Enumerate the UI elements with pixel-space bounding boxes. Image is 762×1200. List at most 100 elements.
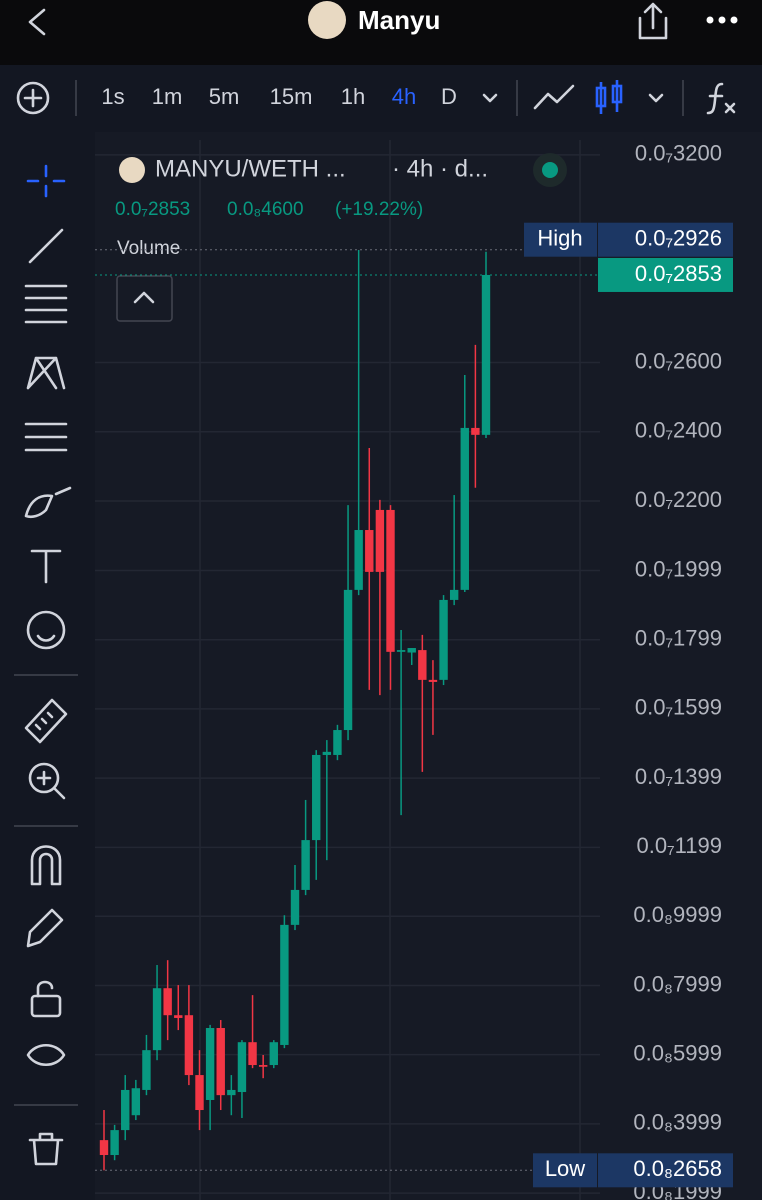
- y-tick-label: 0.0₇1999: [635, 556, 722, 581]
- line-style-button[interactable]: [533, 84, 575, 110]
- zoom-tool[interactable]: [28, 762, 66, 800]
- interval-button[interactable]: 1m: [152, 84, 183, 109]
- candle-body: [174, 1015, 183, 1018]
- add-button[interactable]: [16, 81, 50, 115]
- candle-body: [205, 1028, 215, 1100]
- candle-body: [163, 988, 172, 1016]
- delete-tool[interactable]: [28, 1132, 64, 1166]
- candle-body: [481, 274, 491, 435]
- page-title: Manyu: [358, 5, 440, 35]
- interval-button[interactable]: D: [441, 84, 457, 109]
- last-price-box: [598, 257, 733, 292]
- candle-body: [280, 924, 289, 1045]
- candle-body: [152, 988, 162, 1051]
- low-name-box: [533, 1153, 597, 1188]
- change: 0.0₈4600: [227, 199, 304, 220]
- y-tick-label: 0.0₇2200: [635, 487, 722, 512]
- drawing-tools: [24, 164, 72, 1166]
- candle-style-button[interactable]: [595, 80, 623, 114]
- hide-tool[interactable]: [26, 1043, 66, 1067]
- y-tick-label: 0.0₇1199: [637, 833, 722, 858]
- back-button[interactable]: [28, 8, 46, 36]
- candle-body: [258, 1065, 268, 1067]
- candle-body: [99, 1140, 109, 1156]
- overlay: High 0.0₇2926 0.0₇2853 Low 0.0₈2658: [95, 222, 733, 1188]
- y-tick-label: 0.0₈3999: [633, 1110, 722, 1135]
- brush-tool[interactable]: [24, 486, 72, 519]
- lock-draw-tool[interactable]: [26, 908, 64, 948]
- interval-button[interactable]: 15m: [270, 84, 313, 109]
- projection-tool[interactable]: [24, 422, 68, 452]
- high-value: 0.0₇2926: [635, 226, 722, 251]
- candle-body: [386, 509, 395, 652]
- candle-body: [290, 889, 300, 925]
- candle-body: [248, 1042, 257, 1066]
- candle-body: [269, 1042, 278, 1066]
- toolbar: [0, 65, 762, 132]
- fib-tool[interactable]: [24, 284, 68, 324]
- crosshair-tool[interactable]: [26, 164, 66, 198]
- candle-body: [131, 1088, 141, 1116]
- candle-body: [365, 530, 374, 572]
- indicators-button[interactable]: [706, 82, 736, 115]
- change-percent: (+19.22%): [335, 199, 423, 220]
- symbol-title: MANYU/WETH ...: [155, 155, 346, 182]
- share-button[interactable]: [638, 2, 668, 40]
- y-tick-label: 0.0₇2400: [635, 418, 722, 443]
- avatar: [308, 1, 346, 39]
- pattern-tool[interactable]: [26, 356, 66, 390]
- candle-body: [121, 1089, 130, 1131]
- interval-menu[interactable]: [482, 93, 498, 103]
- chart-type-menu[interactable]: [648, 93, 664, 103]
- high-name-box: [524, 222, 597, 257]
- candle-body: [184, 1015, 194, 1076]
- interval-button[interactable]: 1s: [101, 84, 124, 109]
- candle-body: [322, 751, 332, 755]
- sidebar-separators: [14, 674, 78, 1106]
- volume-label: Volume: [117, 238, 180, 259]
- last-price-value: 0.0₇2853: [635, 261, 722, 286]
- candle-body: [396, 650, 406, 652]
- candle-body: [375, 509, 385, 572]
- status-dot: [542, 162, 558, 178]
- candle-body: [301, 840, 310, 890]
- collapse-button[interactable]: [116, 275, 173, 322]
- y-tick-label: 0.0₇1799: [635, 626, 722, 651]
- candle-body: [471, 427, 480, 435]
- more-button[interactable]: [706, 16, 738, 24]
- symbol-avatar: [119, 157, 145, 183]
- candle-body: [418, 650, 427, 680]
- y-tick-label: 0.0₇3200: [635, 141, 722, 166]
- interval-button[interactable]: 1h: [341, 84, 365, 109]
- emoji-tool[interactable]: [26, 610, 66, 650]
- text-tool[interactable]: [30, 549, 62, 584]
- top-bar: [0, 0, 762, 65]
- last-price: 0.0₇2853: [115, 199, 190, 220]
- candle-body: [460, 427, 469, 590]
- ruler-tool[interactable]: [24, 698, 68, 744]
- y-tick-label: 0.0₇1399: [635, 764, 722, 789]
- y-tick-label: 0.0₇1599: [635, 695, 722, 720]
- trendline-tool[interactable]: [28, 228, 64, 264]
- candle-body: [333, 730, 342, 755]
- y-tick-label: 0.0₈9999: [633, 902, 722, 927]
- magnet-tool[interactable]: [30, 845, 62, 886]
- candle-body: [142, 1050, 151, 1090]
- candle-body: [354, 530, 363, 590]
- candle-body: [110, 1130, 119, 1156]
- candle-body: [227, 1089, 236, 1096]
- low-value-box: [598, 1153, 733, 1188]
- high-value-box: [598, 222, 733, 257]
- interval-button[interactable]: 4h: [392, 84, 416, 109]
- lock-tool[interactable]: [30, 980, 62, 1018]
- y-tick-label: 0.0₇2600: [635, 348, 722, 373]
- y-tick-label: 0.0₈5999: [633, 1040, 722, 1065]
- sidebar: [0, 132, 95, 1200]
- candle-body: [407, 648, 416, 653]
- candle-body: [439, 599, 448, 680]
- interval-button[interactable]: 5m: [209, 84, 240, 109]
- high-name: High: [537, 226, 582, 251]
- candle-body: [449, 589, 459, 600]
